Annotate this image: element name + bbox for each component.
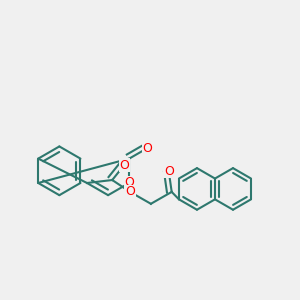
Text: O: O <box>142 142 152 155</box>
Text: O: O <box>124 176 134 190</box>
Text: O: O <box>119 159 129 172</box>
Text: O: O <box>125 185 135 198</box>
Text: O: O <box>164 165 174 178</box>
